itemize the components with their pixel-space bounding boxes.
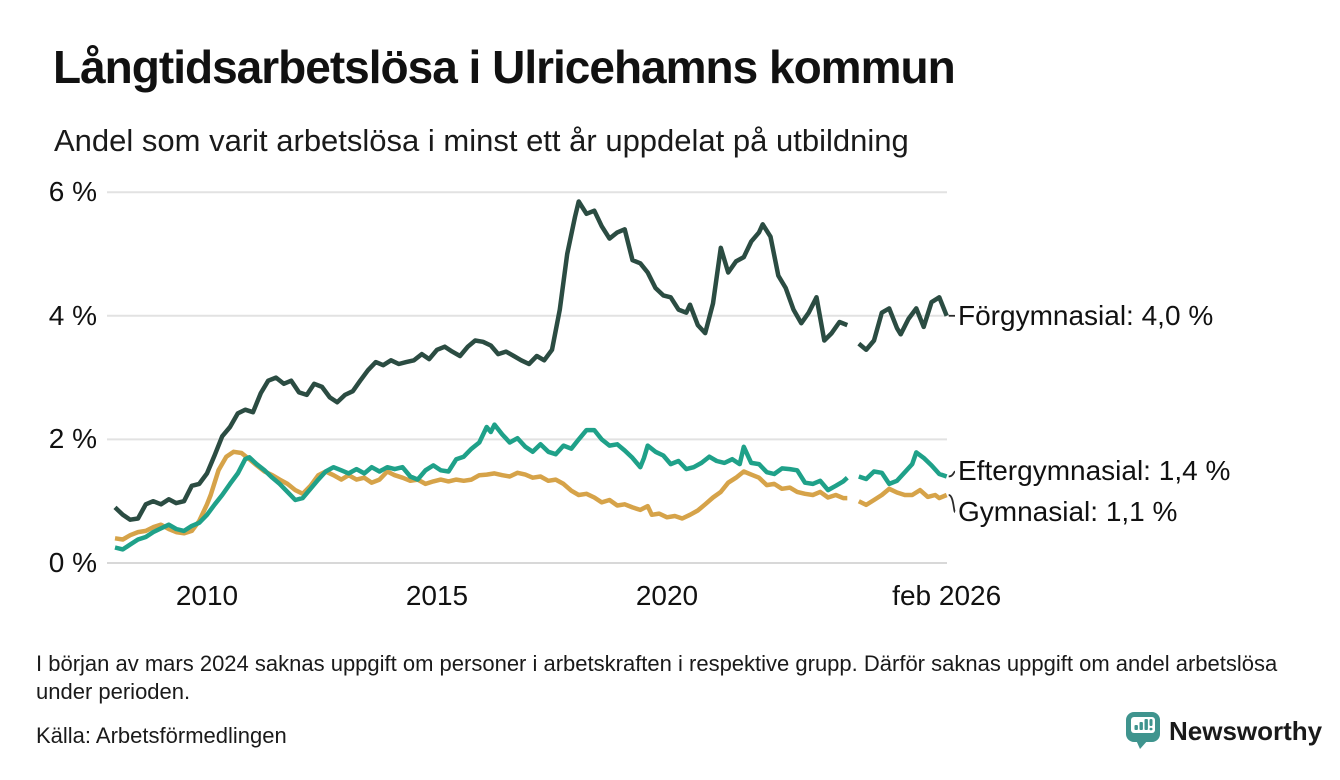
line-chart: 6 % 4 % 2 % 0 % 2010 2015 2020 feb 2026 … <box>48 176 1231 611</box>
y-axis-tick-label: 2 % <box>48 423 97 455</box>
y-axis-tick-label: 0 % <box>48 547 97 578</box>
x-axis-tick-label: 2015 <box>405 580 469 611</box>
footnote: I början av mars 2024 saknas uppgift om … <box>36 651 1278 704</box>
newsworthy-logo: Newsworthy <box>1126 712 1322 750</box>
chart-canvas <box>107 191 956 564</box>
series-end-label-gymnasial: Gymnasial: 1,1 % <box>958 496 1178 528</box>
x-axis-tick-label: 2020 <box>635 580 699 611</box>
y-axis-tick-label: 6 % <box>48 176 97 208</box>
series-end-label-eftergymnasial: Eftergymnasial: 1,4 % <box>958 455 1231 487</box>
newsworthy-logo-text: Newsworthy <box>1169 715 1323 746</box>
source-label: Källa: Arbetsförmedlingen <box>36 723 287 748</box>
x-axis-tick-label: 2010 <box>175 580 239 611</box>
chart-subtitle: Andel som varit arbetslösa i minst ett å… <box>54 123 909 158</box>
y-axis-tick-label: 4 % <box>48 299 97 331</box>
x-axis-tick-label: feb 2026 <box>892 580 1002 611</box>
newsworthy-logo-icon <box>1126 712 1160 749</box>
page-title: Långtidsarbetslösa i Ulricehamns kommun <box>53 41 956 93</box>
series-end-label-forgymnasial: Förgymnasial: 4,0 % <box>958 299 1214 331</box>
